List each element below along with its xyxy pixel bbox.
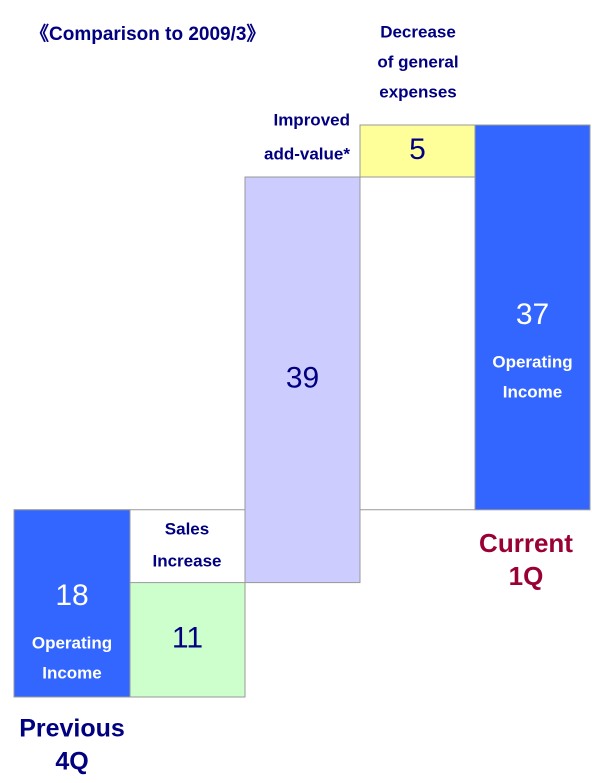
value-label: 18	[55, 579, 88, 612]
bar-label: Income	[503, 382, 563, 401]
category-label: Sales	[165, 519, 209, 538]
bar	[13, 509, 131, 698]
value-label: 11	[172, 622, 203, 655]
category-label: of general	[377, 52, 458, 71]
chart-title: 《Comparison to 2009/3》	[30, 22, 265, 45]
bar	[129, 582, 246, 698]
category-label: expenses	[379, 82, 457, 101]
bar-label: Operating	[32, 633, 112, 652]
bar	[474, 124, 591, 511]
bar	[244, 176, 361, 584]
category-label: 4Q	[55, 748, 88, 776]
category-label: Current	[479, 528, 573, 558]
value-label: 5	[409, 133, 426, 166]
category-label: Improved	[273, 110, 350, 129]
category-label: 1Q	[509, 561, 544, 591]
value-label: 39	[286, 362, 319, 395]
category-label: Decrease	[380, 22, 456, 41]
value-label: 37	[516, 298, 549, 331]
bar-label: Income	[42, 663, 102, 682]
category-label: Increase	[153, 551, 222, 570]
category-label: Previous	[19, 715, 125, 743]
category-label: add-value*	[264, 144, 350, 163]
bar-label: Operating	[492, 352, 572, 371]
